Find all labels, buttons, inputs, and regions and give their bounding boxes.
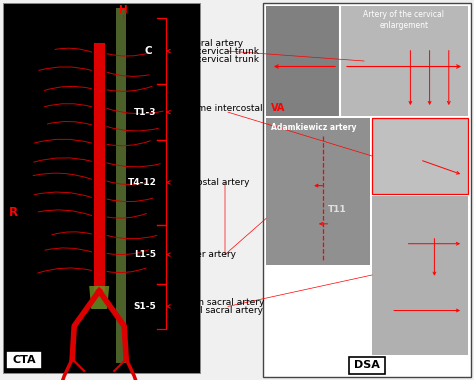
Text: DSA: DSA [354, 360, 380, 370]
Bar [94, 43, 105, 291]
Text: L1-5: L1-5 [134, 250, 155, 259]
Bar [6, 351, 42, 369]
Text: Adamkiewicz artery: Adamkiewicz artery [271, 122, 356, 131]
Text: T1-3: T1-3 [133, 108, 156, 117]
Bar [349, 357, 385, 374]
Bar [263, 3, 471, 377]
Bar [266, 6, 340, 116]
Bar [266, 118, 370, 265]
Text: T11: T11 [328, 205, 347, 214]
Text: VA: VA [271, 103, 285, 113]
Text: S1-5: S1-5 [133, 302, 156, 311]
Text: Intercostal artery: Intercostal artery [171, 178, 249, 187]
Bar [116, 8, 126, 363]
Bar [372, 118, 468, 194]
Polygon shape [89, 286, 109, 309]
Text: H: H [119, 5, 128, 16]
Text: Artery of the cervical
enlargement: Artery of the cervical enlargement [364, 10, 445, 30]
Text: Thyrocervical trunk: Thyrocervical trunk [171, 47, 259, 55]
Text: Costocervical trunk: Costocervical trunk [171, 55, 259, 63]
Bar [372, 196, 468, 355]
Text: R: R [9, 206, 18, 220]
Bar [340, 6, 468, 116]
Text: Lateral sacral artery: Lateral sacral artery [171, 306, 263, 315]
Bar [372, 118, 468, 194]
Text: Median sacral artery: Median sacral artery [171, 298, 264, 307]
Text: Vertebral artery: Vertebral artery [171, 39, 243, 48]
Text: Lumber artery: Lumber artery [171, 250, 236, 259]
Text: T4-12: T4-12 [128, 178, 157, 187]
Text: CTA: CTA [12, 355, 36, 365]
Text: artery: artery [171, 112, 199, 121]
Text: Supreme intercostal: Supreme intercostal [171, 104, 263, 112]
Text: C: C [145, 46, 153, 56]
Bar [3, 3, 200, 373]
